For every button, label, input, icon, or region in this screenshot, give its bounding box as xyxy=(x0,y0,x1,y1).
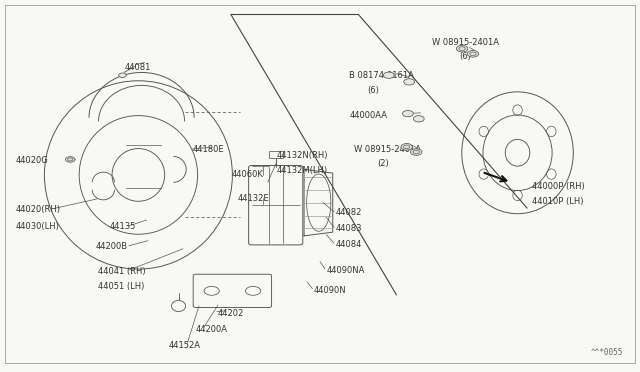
Text: 44202: 44202 xyxy=(218,309,244,318)
Circle shape xyxy=(410,149,422,155)
Text: 44084: 44084 xyxy=(335,240,362,249)
Text: 44051 (LH): 44051 (LH) xyxy=(99,282,145,291)
Text: ^^*0055: ^^*0055 xyxy=(590,347,623,357)
Text: 44083: 44083 xyxy=(335,224,362,233)
Text: 44010P (LH): 44010P (LH) xyxy=(532,197,583,206)
Text: 44152A: 44152A xyxy=(168,341,200,350)
Text: (6): (6) xyxy=(367,86,379,94)
Circle shape xyxy=(403,110,413,117)
Circle shape xyxy=(383,72,394,78)
Text: 44000AA: 44000AA xyxy=(349,110,387,120)
Text: 44132E: 44132E xyxy=(237,195,269,203)
Text: 44060K: 44060K xyxy=(232,170,264,179)
Circle shape xyxy=(118,73,126,77)
Text: 44135: 44135 xyxy=(109,222,136,231)
Text: 44082: 44082 xyxy=(335,208,362,217)
Text: 44132N(RH): 44132N(RH) xyxy=(276,151,328,160)
Text: 44041 (RH): 44041 (RH) xyxy=(99,267,146,276)
Text: B 08174-0161A: B 08174-0161A xyxy=(349,71,414,80)
Text: W 08915-2401A: W 08915-2401A xyxy=(432,38,499,47)
Text: 44200A: 44200A xyxy=(196,325,228,334)
Text: 44132M(LH): 44132M(LH) xyxy=(276,166,328,174)
Circle shape xyxy=(404,79,415,85)
Circle shape xyxy=(65,157,75,162)
Text: 44180E: 44180E xyxy=(193,145,224,154)
Text: (6): (6) xyxy=(459,52,471,61)
Circle shape xyxy=(456,45,468,52)
Text: 44200B: 44200B xyxy=(96,243,128,251)
Text: W 08915-2401A: W 08915-2401A xyxy=(355,145,421,154)
Text: 44030(LH): 44030(LH) xyxy=(15,222,60,231)
Text: 44090N: 44090N xyxy=(314,286,346,295)
Text: 44000P (RH): 44000P (RH) xyxy=(532,182,584,191)
Text: 44081: 44081 xyxy=(124,63,151,72)
Circle shape xyxy=(401,144,412,150)
Text: (2): (2) xyxy=(378,158,389,168)
Text: 44090NA: 44090NA xyxy=(326,266,365,275)
Circle shape xyxy=(467,51,479,57)
Circle shape xyxy=(413,116,424,122)
Text: 44020(RH): 44020(RH) xyxy=(15,205,60,215)
Text: 44020G: 44020G xyxy=(15,155,48,165)
